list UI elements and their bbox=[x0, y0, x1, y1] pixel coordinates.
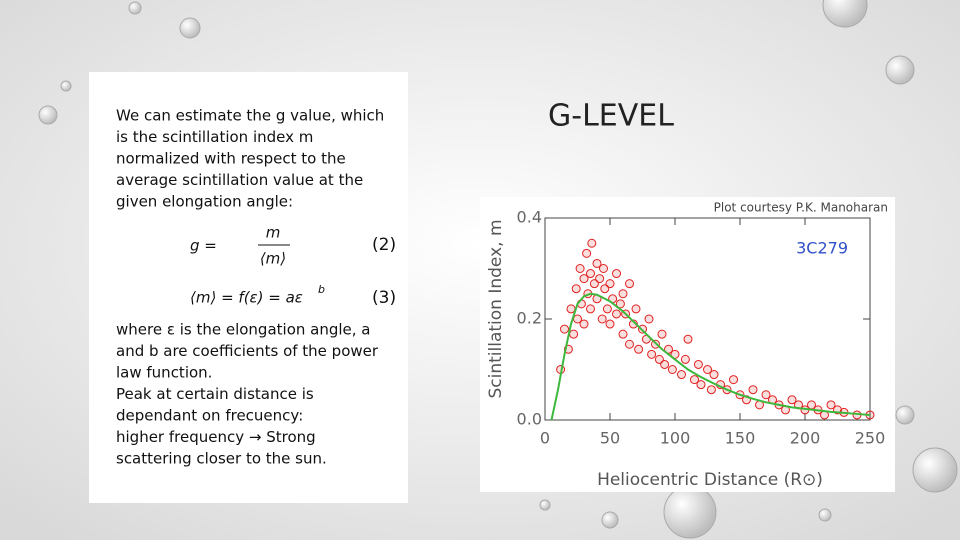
text-line: scattering closer to the sun. bbox=[116, 450, 327, 468]
text-line: given elongation angle: bbox=[116, 193, 293, 211]
text-line: and b are coefficients of the power bbox=[116, 342, 379, 360]
text-line: average scintillation value at the bbox=[116, 171, 363, 189]
data-point bbox=[599, 264, 608, 273]
data-point bbox=[787, 395, 797, 405]
text-box bbox=[89, 72, 408, 503]
x-tick-label: 0 bbox=[540, 429, 550, 448]
y-tick-label: 0.2 bbox=[517, 309, 542, 328]
data-point bbox=[647, 349, 657, 359]
data-point bbox=[703, 365, 712, 374]
data-point bbox=[677, 370, 686, 380]
text-line: We can estimate the g value, which bbox=[116, 107, 384, 125]
data-point bbox=[612, 309, 621, 319]
text-line: where ε is the elongation angle, a bbox=[116, 321, 371, 339]
data-point bbox=[560, 324, 569, 334]
data-point bbox=[579, 274, 589, 284]
data-point bbox=[618, 289, 628, 299]
data-point bbox=[706, 385, 716, 395]
equation-sup: b bbox=[318, 283, 325, 296]
data-point bbox=[586, 269, 595, 279]
data-point bbox=[826, 400, 836, 410]
data-point bbox=[625, 279, 634, 289]
data-point bbox=[579, 319, 589, 329]
data-point bbox=[748, 385, 758, 395]
data-point bbox=[602, 304, 612, 314]
data-point bbox=[615, 299, 625, 309]
data-point bbox=[625, 339, 634, 349]
data-point bbox=[595, 274, 605, 284]
data-point bbox=[683, 334, 693, 344]
equation-lhs: g = bbox=[190, 237, 217, 255]
equation-denominator: ⟨m⟩ bbox=[260, 250, 286, 268]
data-point bbox=[709, 370, 719, 380]
data-point bbox=[657, 329, 667, 339]
chart-title: 3C279 bbox=[796, 239, 848, 258]
data-point bbox=[597, 314, 607, 324]
data-point bbox=[612, 269, 621, 279]
text-line: law function. bbox=[116, 364, 212, 382]
data-point bbox=[693, 359, 703, 369]
data-point bbox=[586, 304, 595, 314]
text-line: Peak at certain distance is bbox=[116, 385, 314, 403]
data-point bbox=[761, 390, 771, 400]
data-point bbox=[592, 258, 602, 268]
data-point bbox=[631, 304, 641, 314]
data-point bbox=[605, 279, 615, 289]
x-tick-label: 150 bbox=[725, 429, 756, 448]
data-point bbox=[696, 380, 706, 390]
data-point bbox=[667, 365, 677, 374]
y-axis-label: Scintillation Index, m bbox=[486, 219, 506, 398]
text-line: is the scintillation index m bbox=[116, 128, 313, 146]
annotation: Plot courtesy P.K. Manoharan bbox=[714, 201, 888, 215]
x-tick-label: 250 bbox=[855, 429, 886, 448]
text-line: dependant on frecuency: bbox=[116, 407, 303, 425]
y-tick-label: 0.4 bbox=[517, 208, 542, 227]
data-point bbox=[618, 329, 628, 339]
x-axis-label: Heliocentric Distance (R⊙) bbox=[597, 470, 823, 490]
data-point bbox=[660, 359, 670, 369]
equation-tag: (2) bbox=[372, 235, 396, 255]
chart: 0.0 0.2 0.4 0 50 100 150 200 250 Plot courtesy P.… bbox=[486, 201, 888, 491]
fit-line bbox=[550, 292, 871, 421]
data-point bbox=[582, 248, 592, 258]
text-line: normalized with respect to the bbox=[116, 150, 346, 168]
chart-image bbox=[480, 197, 895, 492]
data-point bbox=[644, 314, 654, 324]
data-point bbox=[729, 375, 738, 385]
data-point bbox=[680, 354, 690, 364]
y-tick-label: 0.0 bbox=[517, 410, 542, 429]
equation-body: ⟨m⟩ = f(ε) = aε bbox=[190, 289, 303, 307]
slide-title: G-LEVEL bbox=[548, 99, 674, 134]
data-point bbox=[587, 238, 597, 248]
data-point bbox=[569, 329, 579, 339]
x-tick-label: 200 bbox=[790, 429, 821, 448]
data-point bbox=[634, 344, 644, 354]
data-point bbox=[571, 284, 581, 294]
bubbles bbox=[38, 0, 958, 539]
x-tick-label: 50 bbox=[600, 429, 620, 448]
data-point bbox=[605, 319, 615, 329]
data-point bbox=[690, 375, 699, 385]
text-content: We can estimate the g value, which is the… bbox=[116, 107, 396, 468]
data-point bbox=[575, 264, 585, 273]
equation-numerator: m bbox=[266, 224, 281, 242]
data-point bbox=[566, 304, 576, 314]
text-line: higher frequency → Strong bbox=[116, 428, 316, 446]
x-tick-label: 100 bbox=[660, 429, 691, 448]
equation-tag: (3) bbox=[372, 288, 396, 308]
